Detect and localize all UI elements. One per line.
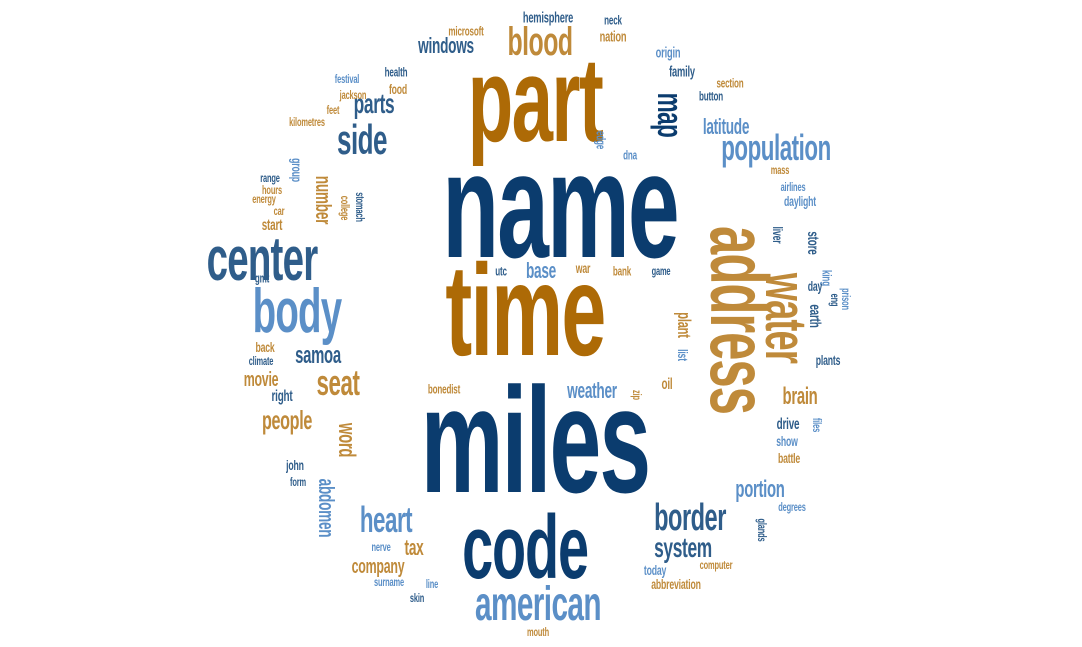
word-college: college: [338, 195, 352, 221]
word-store: store: [804, 231, 821, 255]
word-nation: nation: [599, 28, 627, 46]
word-border: border: [654, 497, 726, 539]
word-back: back: [255, 339, 275, 355]
word-feet: feet: [326, 103, 340, 117]
word-line: line: [425, 577, 439, 591]
word-number: number: [311, 175, 336, 225]
word-gmt: gmt: [254, 270, 270, 286]
word-stomach: stomach: [353, 192, 367, 222]
word-tax: tax: [404, 535, 424, 560]
word-climate: climate: [248, 354, 274, 368]
word-part: part: [467, 33, 604, 167]
word-car: car: [273, 204, 285, 218]
word-heart: heart: [359, 499, 413, 540]
word-side: side: [336, 116, 388, 163]
word-battle: battle: [777, 450, 801, 466]
word-code: code: [462, 498, 589, 598]
word-movie: movie: [243, 369, 279, 391]
word-edge: edge: [593, 130, 609, 150]
word-degrees: degrees: [778, 500, 806, 514]
word-form: form: [290, 475, 306, 489]
word-hemisphere: hemisphere: [522, 9, 574, 27]
word-war: war: [575, 260, 591, 276]
word-samoa: samoa: [295, 342, 341, 369]
word-range: range: [260, 171, 280, 185]
word-family: family: [669, 63, 695, 81]
word-name: name: [442, 121, 679, 289]
word-king: king: [819, 270, 835, 286]
word-map: map: [650, 92, 691, 138]
word-surname: surname: [374, 575, 404, 589]
word-time: time: [445, 237, 606, 383]
word-oil: oil: [661, 376, 673, 393]
word-miles: miles: [420, 356, 651, 524]
word-computer: computer: [699, 558, 733, 572]
word-list: list: [675, 349, 691, 361]
word-kilometres: kilometres: [289, 115, 325, 129]
word-origin: origin: [655, 44, 681, 62]
word-utc: utc: [495, 263, 507, 279]
word-drive: drive: [776, 416, 800, 433]
word-start: start: [261, 217, 283, 234]
word-dna: dna: [623, 147, 637, 163]
word-bank: bank: [612, 263, 632, 279]
word-prison: prison: [839, 288, 853, 310]
word-food: food: [388, 81, 408, 97]
word-population: population: [721, 127, 831, 168]
word-mass: mass: [770, 163, 790, 177]
word-files: files: [810, 417, 824, 433]
word-center: center: [206, 225, 319, 294]
word-show: show: [776, 433, 798, 449]
word-airlines: airlines: [780, 180, 806, 194]
word-word: word: [333, 422, 360, 458]
word-windows: windows: [418, 33, 474, 58]
word-seat: seat: [316, 362, 360, 403]
word-american: american: [475, 578, 602, 631]
word-today: today: [643, 562, 667, 578]
word-right: right: [271, 388, 293, 405]
word-abdomen: abdomen: [314, 478, 339, 538]
word-base: base: [525, 258, 557, 283]
word-bonedist: bonedist: [427, 381, 461, 397]
word-company: company: [351, 556, 405, 578]
word-parts: parts: [353, 88, 395, 119]
word-game: game: [651, 264, 671, 278]
word-day: day: [807, 278, 823, 294]
word-neck: neck: [604, 12, 622, 28]
word-health: health: [384, 64, 408, 80]
word-button: button: [698, 88, 724, 104]
word-group: group: [289, 158, 305, 182]
word-microsoft: microsoft: [448, 23, 484, 39]
word-body: body: [252, 277, 343, 346]
word-jackson: jackson: [339, 88, 367, 102]
word-system: system: [654, 532, 712, 563]
word-glands: glands: [755, 518, 769, 542]
word-liver: liver: [770, 226, 786, 244]
word-abbreviation: abbreviation: [651, 576, 701, 592]
word-john: john: [286, 457, 304, 473]
word-portion: portion: [735, 476, 785, 503]
word-nerve: nerve: [371, 540, 391, 554]
word-mouth: mouth: [527, 625, 549, 639]
word-earth: earth: [806, 304, 823, 328]
word-energy: energy: [252, 192, 276, 206]
word-plant: plant: [674, 312, 694, 338]
word-people: people: [261, 405, 313, 435]
word-skin: skin: [409, 591, 425, 605]
word-weather: weather: [567, 378, 617, 403]
word-section: section: [716, 75, 744, 91]
word-latitude: latitude: [702, 114, 750, 139]
word-daylight: daylight: [784, 193, 816, 209]
word-plants: plants: [815, 352, 841, 368]
word-blood: blood: [507, 20, 573, 64]
word-brain: brain: [782, 383, 818, 410]
word-hours: hours: [262, 183, 282, 197]
word-festival: festival: [334, 72, 360, 86]
word-zip: zip: [630, 390, 644, 400]
